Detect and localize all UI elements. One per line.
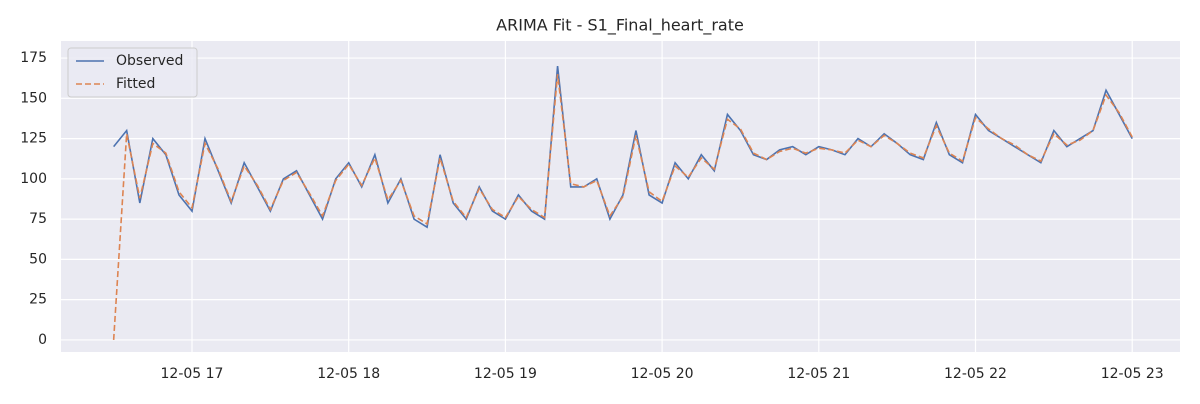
x-tick-label: 12-05 18	[317, 366, 380, 382]
x-tick-label: 12-05 20	[631, 366, 694, 382]
legend-label: Fitted	[116, 76, 155, 92]
y-tick-label: 150	[20, 90, 47, 106]
x-tick-label: 12-05 22	[944, 366, 1007, 382]
x-tick-label: 12-05 23	[1101, 366, 1164, 382]
y-tick-label: 50	[29, 251, 47, 267]
data-line	[113, 66, 1133, 229]
x-tick-label: 12-05 19	[474, 366, 537, 382]
chart-title: ARIMA Fit - S1_Final_heart_rate	[496, 16, 744, 36]
legend-label: Observed	[116, 53, 183, 69]
data-line	[112, 74, 1133, 340]
y-tick-label: 25	[29, 292, 47, 308]
y-tick-label: 75	[29, 211, 47, 227]
y-tick-label: 125	[20, 131, 47, 147]
y-tick-label: 0	[38, 332, 47, 348]
x-tick-label: 12-05 21	[787, 366, 850, 382]
x-tick-label: 12-05 17	[161, 366, 224, 382]
y-tick-label: 175	[20, 50, 47, 66]
y-tick-label: 100	[20, 171, 47, 187]
